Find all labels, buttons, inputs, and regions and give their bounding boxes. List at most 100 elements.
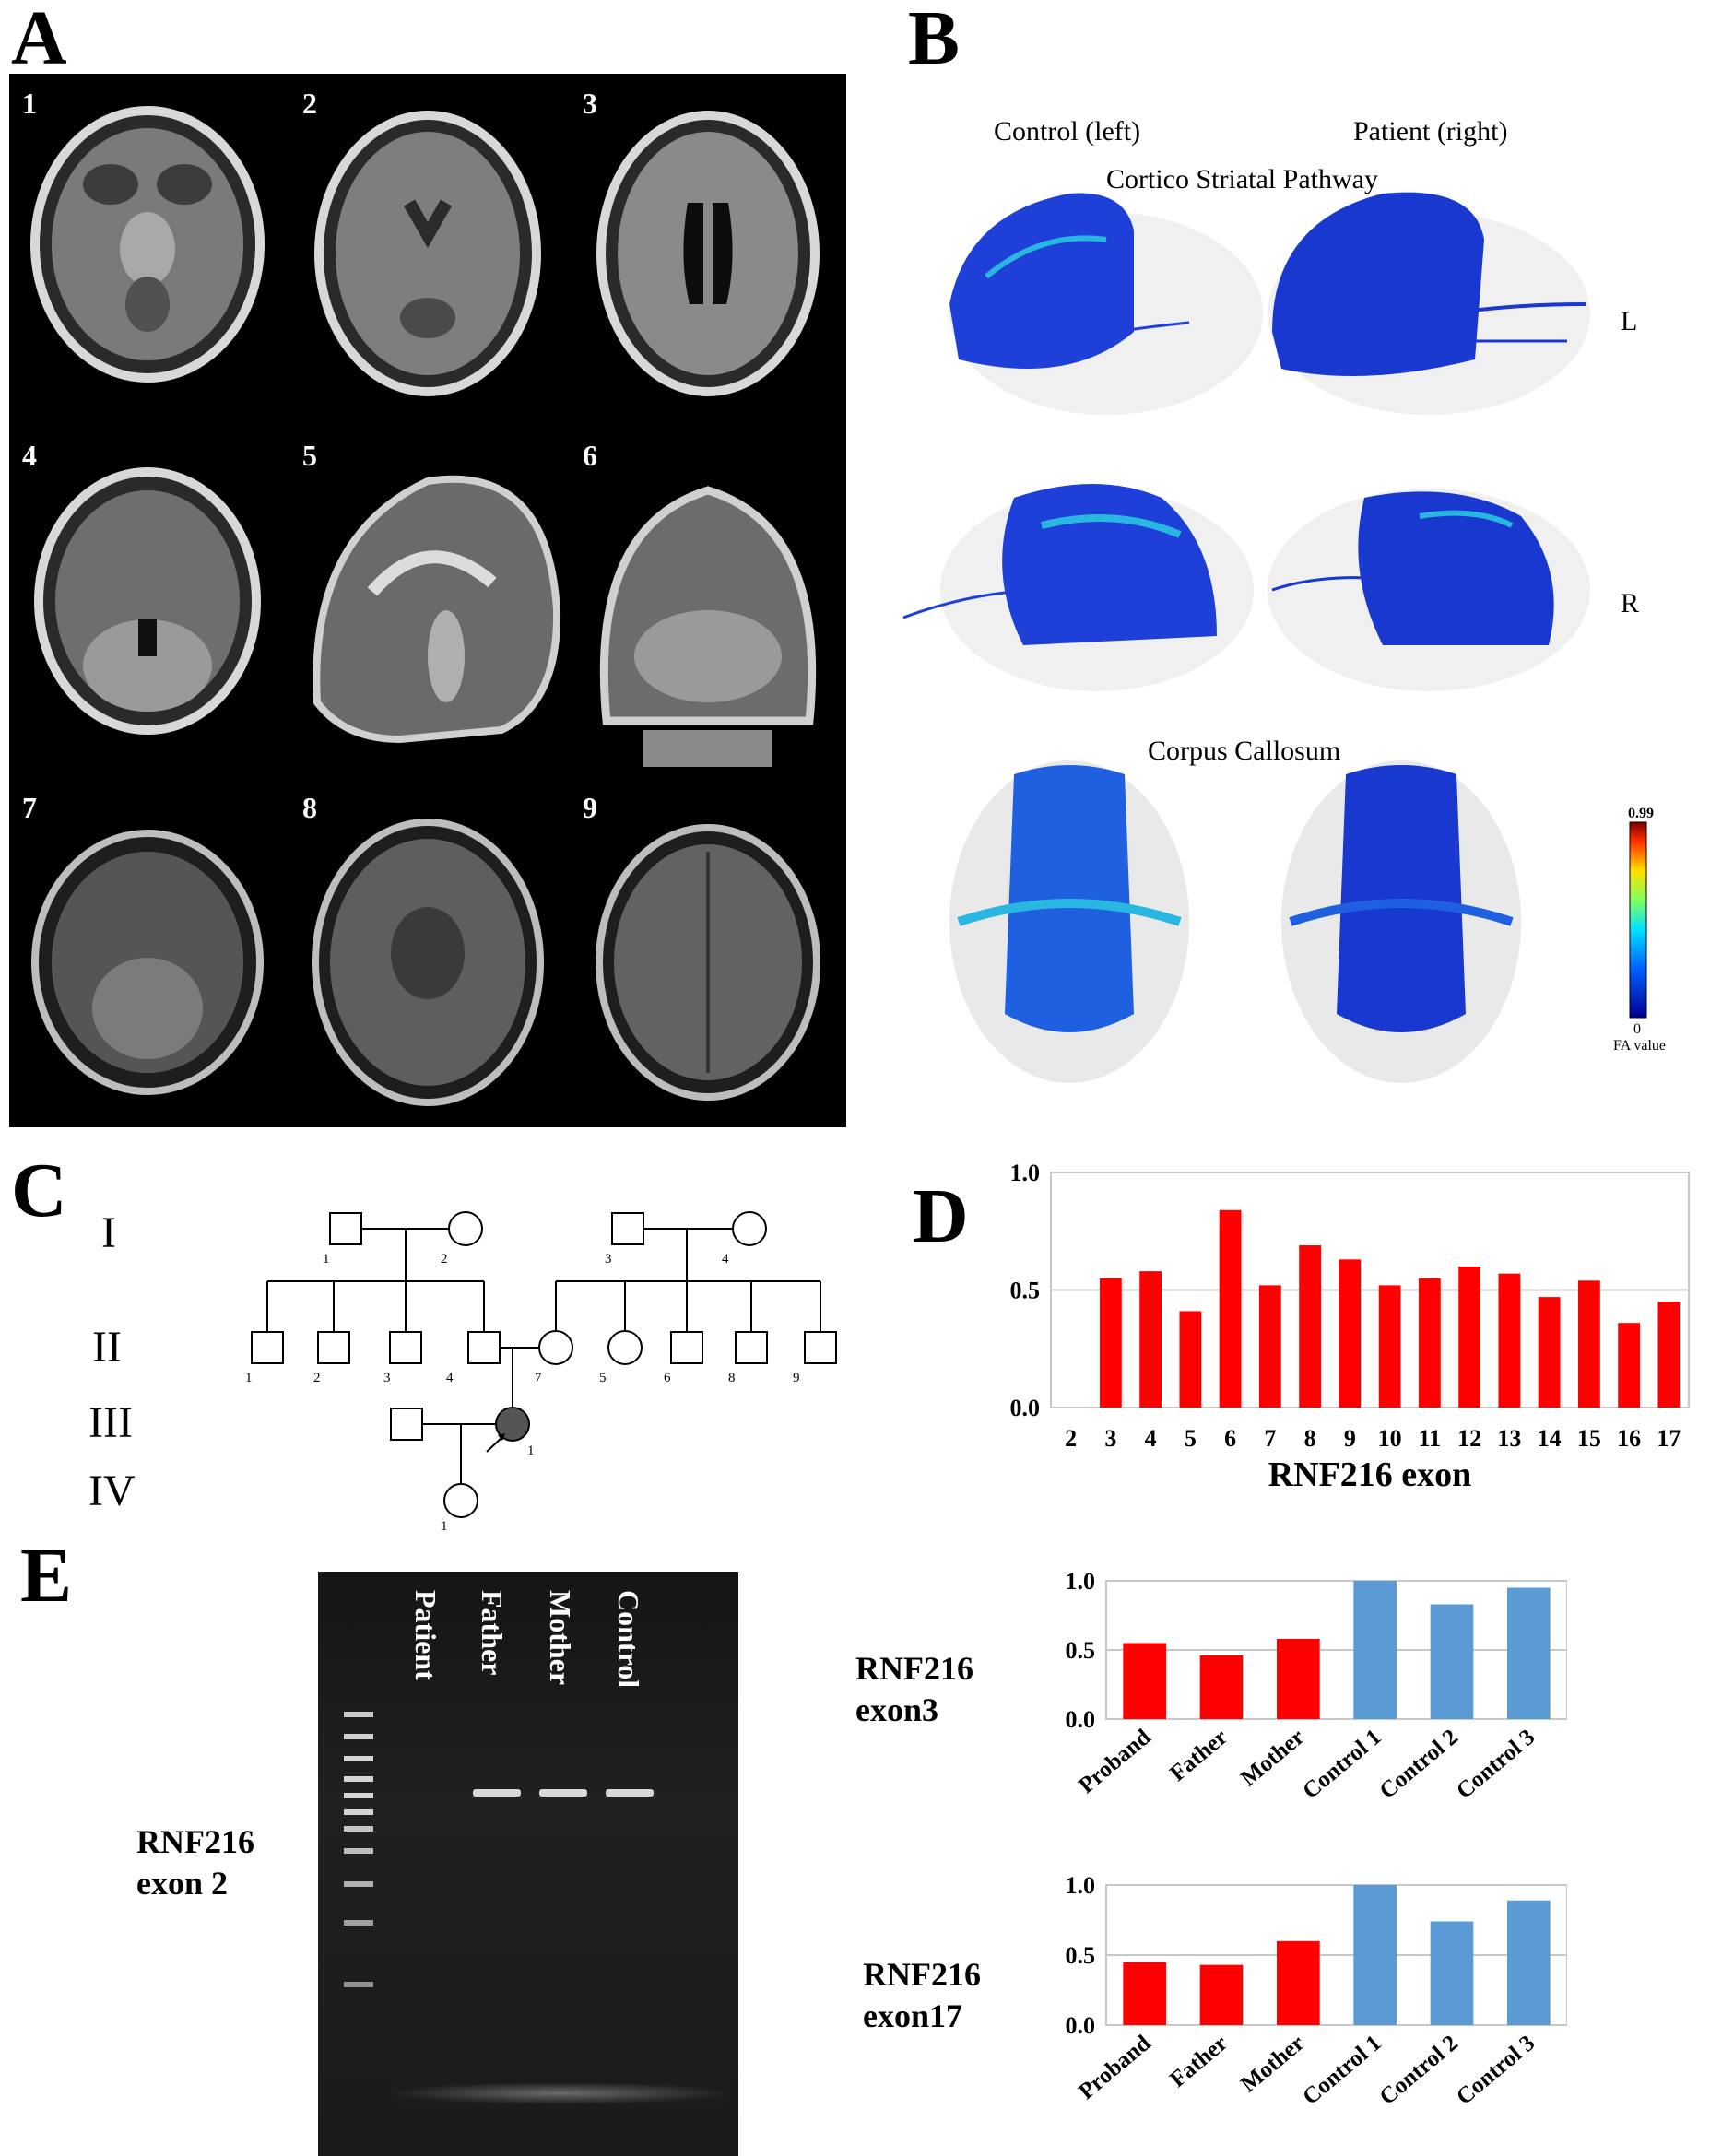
- bar: [1277, 1940, 1320, 2025]
- x-tick-label: 3: [1104, 1425, 1116, 1452]
- x-tick-label: 2: [1065, 1425, 1077, 1452]
- bar: [1378, 1285, 1401, 1408]
- bar: [1123, 1962, 1166, 2025]
- x-tick-label: 6: [1224, 1425, 1236, 1452]
- band-mother: [539, 1789, 587, 1797]
- y-tick-label: 0.5: [1010, 1278, 1041, 1304]
- exon17-label: RNF216 exon17: [863, 1956, 981, 2034]
- gel-exon-label: RNF216 exon 2: [136, 1823, 254, 1902]
- x-tick-label: Control 1: [1298, 1725, 1386, 1804]
- bar: [1199, 1964, 1244, 2025]
- mri-number: 9: [583, 791, 597, 824]
- generation-label-iii: III: [88, 1398, 133, 1447]
- bar: [1507, 1900, 1551, 2025]
- tract-renderings: [902, 192, 1647, 1083]
- x-tick-label: Control 1: [1298, 2031, 1386, 2110]
- bar: [1538, 1297, 1561, 1408]
- x-tick-label: Mother: [1236, 2031, 1309, 2097]
- mri-image-6: 6: [570, 426, 846, 776]
- bar: [1277, 1639, 1320, 1719]
- x-tick-label: 10: [1378, 1425, 1402, 1452]
- bar: [1139, 1271, 1162, 1408]
- x-tick-label: 7: [1264, 1425, 1276, 1452]
- lane-label-mother: Mother: [544, 1590, 577, 1686]
- y-tick-label: 0.5: [1066, 1637, 1096, 1664]
- mri-number: 1: [22, 87, 37, 120]
- tractography-panel: Control (left) Patient (right) Cortico S…: [885, 92, 1705, 1106]
- mri-image-9: 9: [570, 778, 846, 1127]
- x-tick-label: Control 2: [1375, 2031, 1463, 2110]
- x-tick-label: 13: [1497, 1425, 1521, 1452]
- generation-label-iv: IV: [88, 1467, 136, 1515]
- mri-number: 2: [302, 87, 317, 120]
- x-tick-label: 14: [1538, 1425, 1562, 1452]
- y-tick-label: 1.0: [1066, 1568, 1096, 1595]
- lane-label-patient: Patient: [409, 1590, 442, 1680]
- lane-label-father: Father: [476, 1590, 509, 1676]
- x-tick-label: 5: [1185, 1425, 1197, 1452]
- y-tick-label: 0.0: [1066, 2012, 1096, 2039]
- mri-image-4: 4: [9, 426, 286, 776]
- bar: [1179, 1311, 1202, 1408]
- x-tick-label: Control 3: [1452, 2031, 1539, 2110]
- bar: [1123, 1643, 1166, 1719]
- x-tick-label: Proband: [1074, 2031, 1155, 2104]
- band-father: [473, 1789, 521, 1797]
- x-tick-label: 17: [1657, 1425, 1681, 1452]
- tract-control-right: [902, 484, 1254, 691]
- colorbar-label: FA value: [1613, 1038, 1667, 1054]
- x-tick-label: Father: [1165, 1725, 1232, 1786]
- x-tick-label: 4: [1145, 1425, 1157, 1452]
- x-tick-label: 16: [1617, 1425, 1641, 1452]
- tract-control-callosum: [949, 760, 1189, 1083]
- lane-label-control: Control: [612, 1590, 645, 1689]
- x-tick-label: Mother: [1236, 1725, 1309, 1791]
- mri-grid: 1 2 3 4 5: [9, 74, 846, 1127]
- x-tick-label: Proband: [1074, 1725, 1155, 1798]
- mri-image-2: 2: [289, 74, 566, 424]
- band-control: [606, 1789, 654, 1797]
- side-label-right: R: [1621, 588, 1640, 619]
- x-tick-label: 8: [1304, 1425, 1316, 1452]
- patient-label: Patient (right): [1353, 116, 1508, 147]
- fa-colorbar: [1629, 821, 1647, 1019]
- mri-number: 8: [302, 791, 317, 824]
- mri-image-7: 7: [9, 778, 286, 1127]
- bar: [1577, 1280, 1600, 1408]
- tract-patient-callosum: [1281, 760, 1521, 1083]
- colorbar-min: 0: [1633, 1021, 1641, 1037]
- bar: [1353, 1581, 1397, 1719]
- primer-band: [390, 2082, 731, 2104]
- bar: [1430, 1921, 1474, 2025]
- panel-label-b: B: [908, 0, 961, 81]
- mri-image-3: 3: [570, 74, 846, 424]
- y-tick-label: 0.0: [1010, 1395, 1041, 1421]
- proband-arrow: [486, 1435, 504, 1453]
- x-tick-label: 12: [1457, 1425, 1481, 1452]
- x-tick-label: 15: [1577, 1425, 1601, 1452]
- mri-image-1: 1: [9, 74, 286, 424]
- panel-label-a: A: [11, 0, 67, 81]
- x-tick-label: 9: [1344, 1425, 1356, 1452]
- pedigree-chart: [251, 1211, 837, 1518]
- bar: [1507, 1587, 1551, 1719]
- mri-number: 3: [583, 87, 597, 120]
- mri-number: 4: [22, 439, 37, 472]
- mri-image-5: 5: [289, 426, 566, 776]
- panel-label-d: D: [913, 1173, 969, 1259]
- bar: [1498, 1273, 1521, 1408]
- y-tick-label: 0.0: [1066, 1706, 1096, 1733]
- x-tick-label: Control 3: [1452, 1725, 1539, 1804]
- x-tick-label: Control 2: [1375, 1725, 1463, 1804]
- bar: [1339, 1259, 1362, 1408]
- control-label: Control (left): [994, 116, 1141, 147]
- generation-label-ii: II: [92, 1323, 122, 1372]
- mri-image-8: 8: [289, 778, 566, 1127]
- cortico-striatal-title: Cortico Striatal Pathway: [1106, 164, 1378, 194]
- bar: [1099, 1278, 1122, 1408]
- bar: [1418, 1278, 1441, 1408]
- x-tick-label: 11: [1419, 1425, 1442, 1452]
- bar: [1430, 1604, 1474, 1719]
